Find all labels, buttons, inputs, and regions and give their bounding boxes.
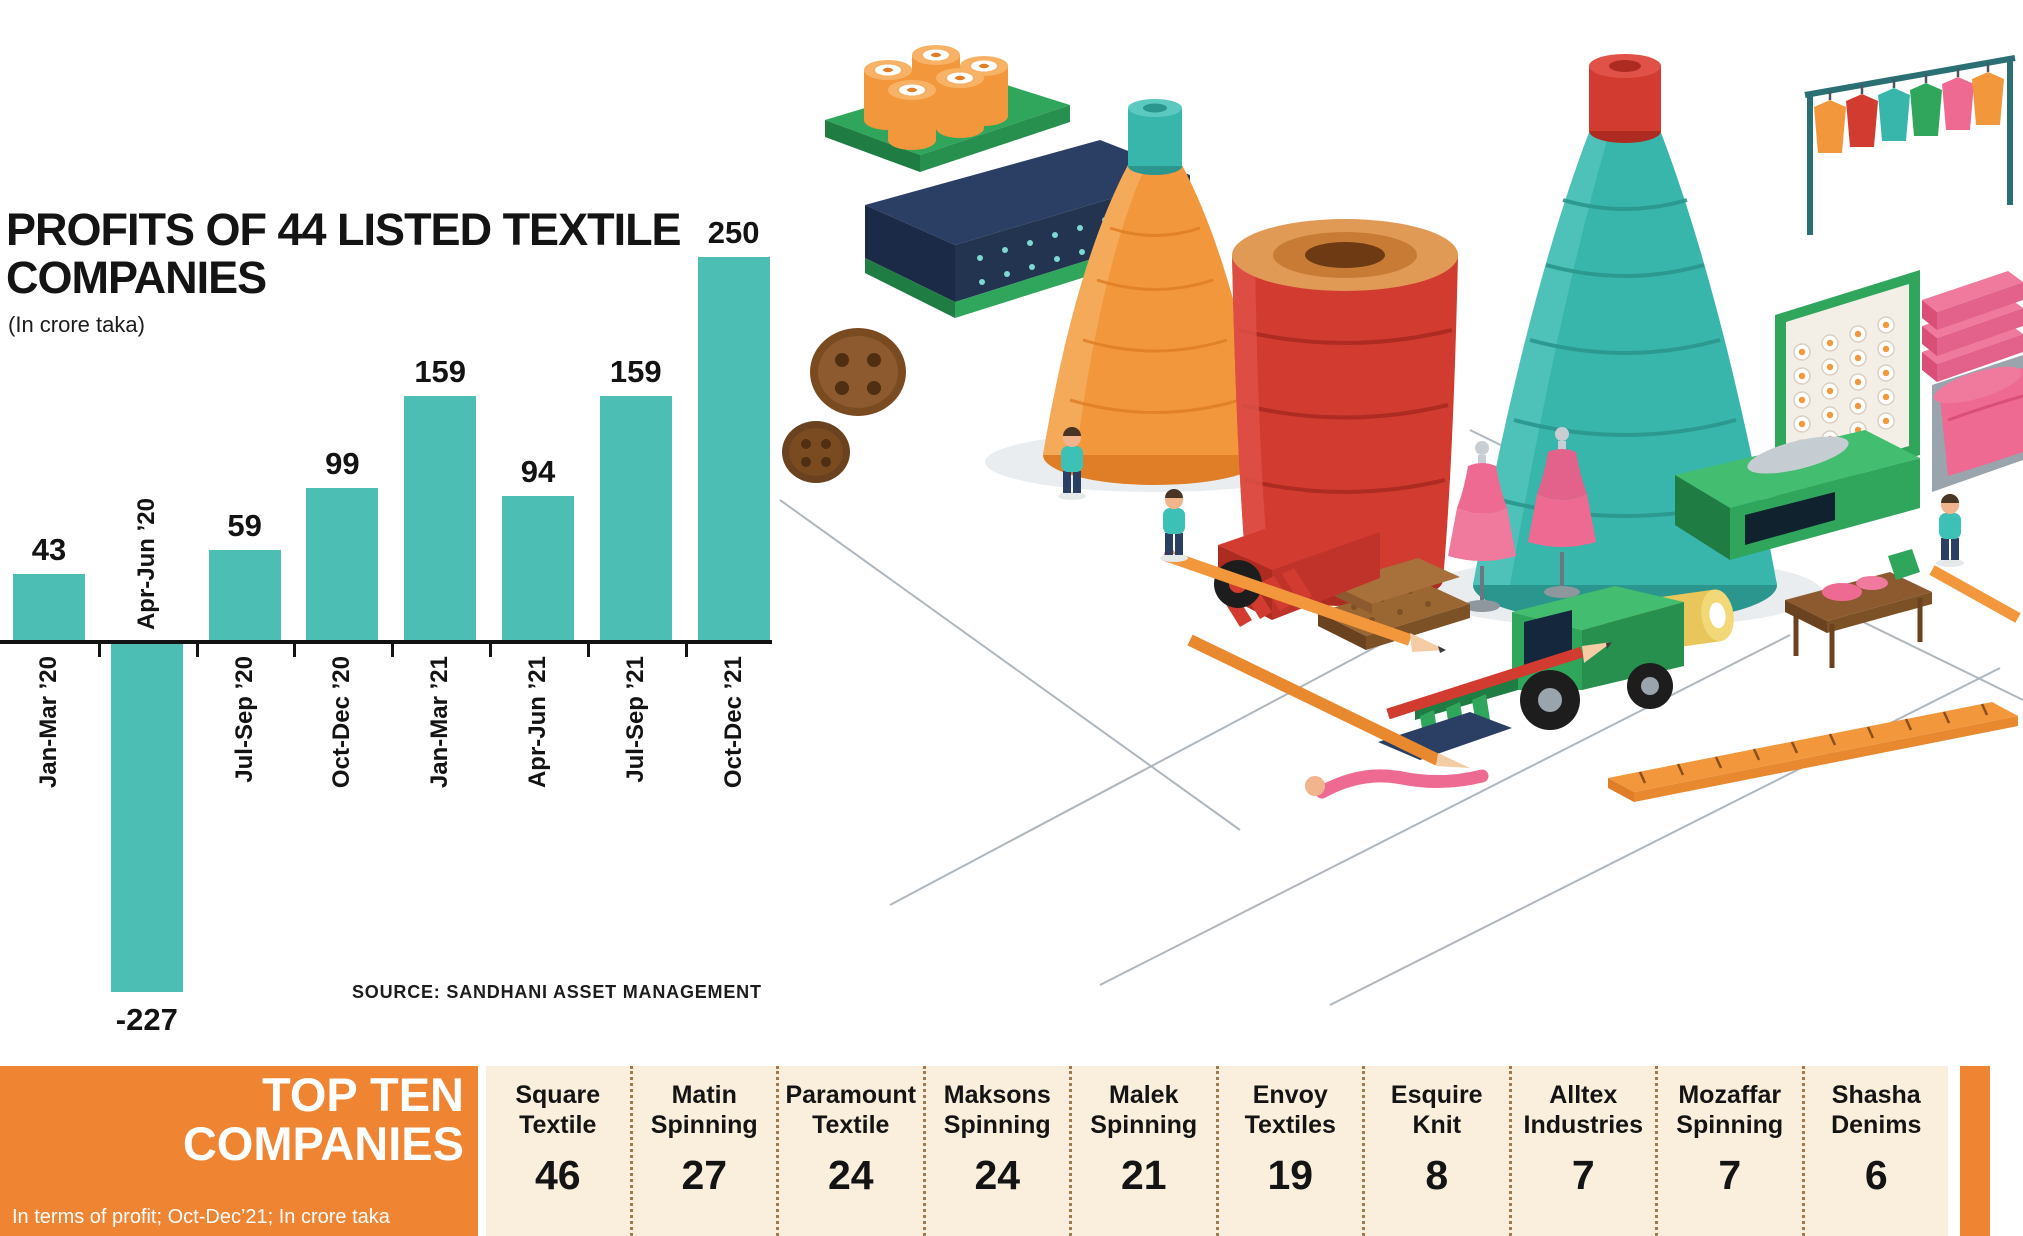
company-item: Matin Spinning 27 [629,1066,777,1236]
company-name: Maksons Spinning [943,1081,1051,1139]
orange-thread-cone [1043,99,1267,485]
bar-category: Oct-Dec ’20 [293,656,391,876]
company-name: Mozaffar Spinning [1676,1081,1784,1139]
bar-value-label: 159 [414,354,467,389]
chart-subtitle: (In crore taka) [8,312,145,337]
bar-8 [697,257,770,640]
bar-category-label: Jan-Mar ’21 [426,656,454,789]
yarn-crate [825,45,1070,172]
bar-category: Apr-Jun ’20 [98,410,196,630]
company-item: Alltex Industries 7 [1508,1066,1656,1236]
accent-endbar [1960,1066,1990,1236]
chart-title-line2: COMPANIES [6,251,267,303]
top-ten-title: TOP TEN COMPANIES [182,1068,464,1170]
company-name: Envoy Textiles [1244,1081,1336,1139]
bar-6 [502,496,574,640]
company-profit-value: 24 [827,1152,874,1198]
bar-value-label: 59 [227,508,262,543]
top-ten-title-line1: TOP TEN [262,1068,464,1121]
company-profit-value: 21 [1120,1152,1167,1198]
bar-category-label: Oct-Dec ’20 [328,656,356,789]
company-item: Esquire Knit 8 [1362,1066,1509,1236]
bar-category-label: Apr-Jun ’21 [524,656,551,789]
axis-tick [293,640,297,657]
bar-value-label: 250 [707,215,760,250]
top-ten-band: TOP TEN COMPANIES In terms of profit; Oc… [0,1066,2023,1236]
axis-tick [391,640,395,657]
company-profit-value: 7 [1571,1152,1595,1198]
company-profit-value: 24 [974,1152,1021,1198]
axis-tick [489,640,492,657]
company-name: Paramount Textile [785,1081,917,1139]
bar-5 [404,396,477,640]
bar-category-label: Apr-Jun ’20 [132,497,160,630]
axis-tick [195,640,199,657]
top-ten-header: TOP TEN COMPANIES In terms of profit; Oc… [0,1066,478,1236]
textile-factory-illustration [770,0,2023,1066]
company-profit-value: 46 [534,1152,581,1198]
bar-3 [208,550,281,640]
company-profit-value: 27 [681,1152,728,1198]
bar-category-label: Jul-Sep ’21 [621,656,649,783]
company-profit-value: 7 [1718,1152,1742,1198]
factory-workers [1058,427,1964,567]
bar-value-label: -227 [115,1002,178,1037]
bar-category-label: Jul-Sep ’20 [230,656,258,783]
top-ten-subtitle: In terms of profit; Oct-Dec’21; In crore… [12,1206,390,1228]
bar-7 [599,396,672,640]
pink-fabric-stack [1922,271,2023,382]
company-item: Square Textile 46 [486,1066,630,1236]
chart-title: PROFITS OF 44 LISTED TEXTILE COMPANIES [6,204,682,303]
bar-value-label: 43 [31,532,67,567]
bar-2 [110,644,183,992]
company-item: Mozaffar Spinning 7 [1655,1066,1802,1236]
bar-category: Jul-Sep ’21 [587,656,685,876]
bar-category: Jan-Mar ’21 [391,656,489,876]
company-item: Malek Spinning 21 [1069,1066,1216,1236]
garment-rack [1804,55,2016,235]
axis-tick [586,640,590,657]
top-ten-title-line2: COMPANIES [182,1116,464,1170]
bar-category: Jul-Sep ’20 [196,656,294,876]
company-name: Esquire Knit [1390,1081,1483,1139]
bar-category-label: Oct-Dec ’21 [719,656,747,789]
top-ten-list: Square Textile 46 Matin Spinning 27 Paramount T… [486,1066,1948,1236]
bar-plot: 43 Jan-Mar ’20 -227 Apr-Jun ’20 59 Jul-Sep ’2… [0,0,790,1066]
pencils [1161,547,2021,768]
sewing-desk [1785,549,1932,668]
company-item: Shasha Denims 6 [1801,1066,1949,1236]
company-item: Maksons Spinning 24 [922,1066,1070,1236]
ruler [1608,702,2018,802]
company-name: Alltex Industries [1523,1081,1643,1139]
chart-source: SOURCE: SANDHANI ASSET MANAGEMENT [352,982,762,1002]
company-profit-value: 8 [1425,1152,1449,1198]
bar-category: Oct-Dec ’21 [685,656,783,876]
bar-value-label: 159 [609,354,662,389]
company-profit-value: 19 [1267,1152,1314,1198]
company-item: Envoy Textiles 19 [1215,1066,1363,1236]
company-name: Shasha Denims [1831,1081,1922,1139]
axis-tick [97,640,101,657]
company-item: Paramount Textile 24 [776,1066,923,1236]
company-name: Square Textile [515,1081,601,1139]
x-axis-line [0,640,772,644]
bar-category: Jan-Mar ’20 [0,656,98,876]
company-name: Matin Spinning [650,1081,758,1139]
dress-mannequins [1448,427,1596,612]
fabric-roller-machine [1932,355,2023,492]
chart-title-line1: PROFITS OF 44 LISTED TEXTILE [6,204,682,255]
bar-category-label: Jan-Mar ’20 [35,656,62,789]
cutting-fabric [1305,712,1512,799]
company-name: Malek Spinning [1090,1081,1198,1139]
company-profit-value: 6 [1864,1152,1888,1198]
bar-1 [13,574,85,640]
thread-discs [782,328,906,483]
bar-category: Apr-Jun ’21 [489,656,587,876]
printing-machine [1675,430,1920,560]
bar-4 [306,488,379,640]
bar-value-label: 99 [325,446,360,481]
axis-tick [684,640,688,657]
bar-value-label: 94 [520,454,556,489]
